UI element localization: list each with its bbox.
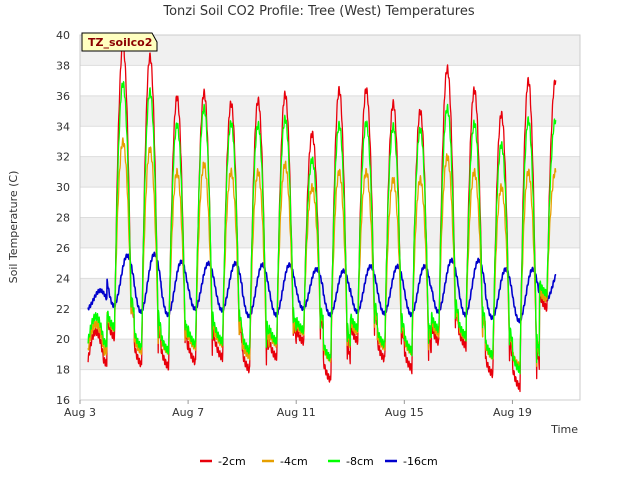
legend-label: -8cm bbox=[346, 455, 374, 468]
y-tick-label: 26 bbox=[56, 242, 70, 255]
badge-shape bbox=[81, 32, 158, 52]
series-line-minus16cm bbox=[87, 251, 557, 324]
y-tick-label: 22 bbox=[56, 303, 70, 316]
x-tick-label: Aug 11 bbox=[277, 406, 316, 419]
legend-label: -2cm bbox=[218, 455, 246, 468]
y-tick-label: 20 bbox=[56, 333, 70, 346]
y-tick-label: 36 bbox=[56, 90, 70, 103]
badge-label: TZ_soilco2 bbox=[88, 36, 152, 49]
plot-frame bbox=[79, 34, 581, 401]
y-tick-label: 34 bbox=[56, 120, 70, 133]
x-tick-label: Aug 19 bbox=[493, 406, 532, 419]
background-band bbox=[80, 95, 580, 127]
background-band bbox=[80, 278, 580, 309]
legend-label: -16cm bbox=[403, 455, 438, 468]
series-line-minus2cm bbox=[87, 43, 557, 393]
series-line-minus8cm bbox=[87, 81, 557, 375]
y-tick-label: 32 bbox=[56, 151, 70, 164]
y-axis: 16 18 20 22 24 26 28 30 32 34 36 38 40 bbox=[56, 29, 70, 407]
background-bands bbox=[80, 35, 580, 370]
legend-label: -4cm bbox=[280, 455, 308, 468]
background-band bbox=[80, 35, 580, 66]
y-tick-label: 38 bbox=[56, 59, 70, 72]
legend: -2cm -4cm -8cm -16cm bbox=[200, 455, 438, 468]
x-tick-label: Aug 15 bbox=[385, 406, 424, 419]
x-axis-label: Time bbox=[550, 423, 578, 436]
y-tick-label: 16 bbox=[56, 394, 70, 407]
y-tick-label: 28 bbox=[56, 212, 70, 225]
x-tick-label: Aug 7 bbox=[172, 406, 204, 419]
x-tick-label: Aug 3 bbox=[64, 406, 96, 419]
series-lines bbox=[87, 43, 557, 393]
x-axis: Aug 3 Aug 7 Aug 11 Aug 15 Aug 19 bbox=[64, 400, 532, 419]
y-tick-label: 18 bbox=[56, 364, 70, 377]
y-axis-label: Soil Temperature (C) bbox=[7, 171, 20, 284]
y-tick-label: 40 bbox=[56, 29, 70, 42]
y-tick-label: 30 bbox=[56, 181, 70, 194]
chart-title: Tonzi Soil CO2 Profile: Tree (West) Temp… bbox=[162, 4, 475, 19]
site-badge: TZ_soilco2 bbox=[81, 32, 158, 52]
y-tick-label: 24 bbox=[56, 272, 70, 285]
